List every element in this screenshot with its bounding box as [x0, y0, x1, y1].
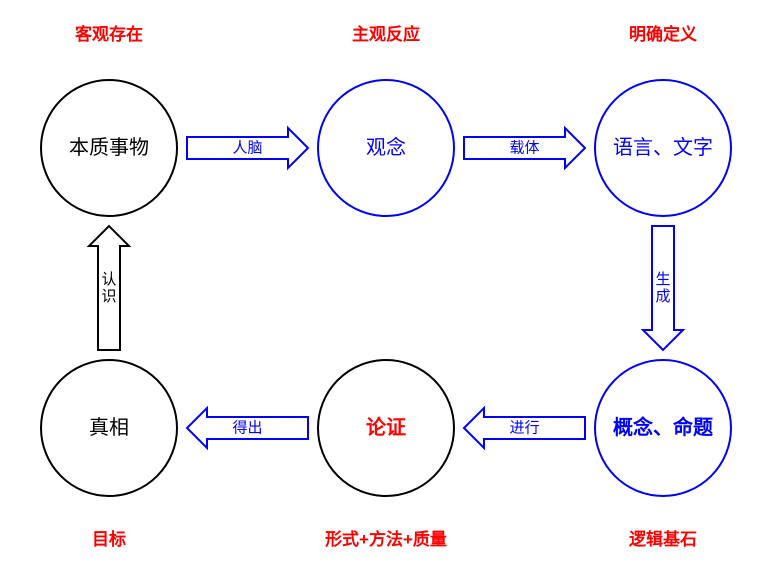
caption-c6: 目标	[92, 529, 126, 549]
arrow-label-a6: 认	[101, 271, 116, 288]
caption-c1: 客观存在	[74, 24, 143, 44]
caption-c2: 主观反应	[352, 24, 420, 44]
node-label-idea: 观念	[366, 135, 406, 159]
arrow-label-a3: 生	[655, 271, 670, 288]
arrow-label-a4: 进行	[509, 420, 539, 437]
node-label-concept: 概念、命题	[613, 415, 714, 439]
caption-c5: 形式+方法+质量	[325, 529, 447, 549]
flowchart-canvas: 人脑 载体生成进行 得出 认识 本质事物 观念 语言、文字概念、命题 论证 真相 客观存在 主观反应…	[0, 0, 778, 581]
arrow-label-a3: 成	[655, 288, 670, 305]
node-label-language: 语言、文字	[613, 136, 713, 159]
caption-c3: 明确定义	[629, 24, 697, 44]
node-label-argument: 论证	[366, 415, 406, 439]
arrow-label-a2: 载体	[509, 140, 539, 157]
arrow-label-a6: 识	[101, 288, 116, 305]
node-label-essence: 本质事物	[69, 136, 149, 159]
node-label-truth: 真相	[89, 416, 129, 439]
caption-c4: 逻辑基石	[629, 529, 697, 549]
arrow-label-a1: 人脑	[232, 140, 262, 157]
arrow-label-a5: 得出	[232, 420, 262, 437]
